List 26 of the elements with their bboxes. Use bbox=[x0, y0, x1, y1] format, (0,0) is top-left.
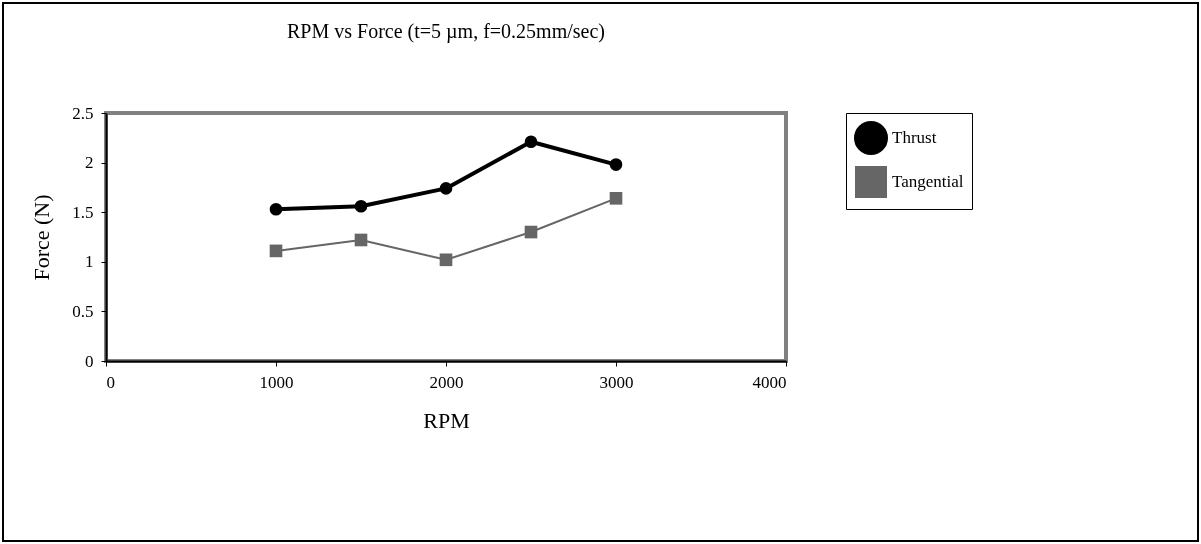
y-axis-title: Force (N) bbox=[29, 194, 55, 281]
x-tick-label: 0 bbox=[106, 372, 115, 392]
point bbox=[609, 191, 623, 205]
chart-title: RPM vs Force (t=5 µm, f=0.25mm/sec) bbox=[287, 20, 605, 43]
point bbox=[524, 225, 538, 239]
point bbox=[354, 199, 368, 213]
y-tick-label: 1.5 bbox=[72, 202, 94, 222]
y-tick-label: 1 bbox=[85, 252, 94, 272]
x-tick-label: 1000 bbox=[259, 372, 294, 392]
x-tick-label: 4000 bbox=[752, 372, 787, 392]
x-tick-label: 2000 bbox=[429, 372, 464, 392]
legend-label: Thrust bbox=[892, 128, 937, 147]
x-tick-label: 3000 bbox=[599, 372, 634, 392]
y-tick-label: 0 bbox=[85, 351, 94, 371]
point bbox=[439, 253, 453, 267]
point bbox=[269, 244, 283, 258]
y-tick-label: 0.5 bbox=[72, 301, 94, 321]
y-tick-label: 2 bbox=[85, 153, 94, 173]
point bbox=[524, 135, 538, 149]
point bbox=[439, 182, 453, 195]
point bbox=[269, 202, 283, 216]
point bbox=[354, 233, 368, 247]
y-tick-label: 2.5 bbox=[72, 103, 94, 123]
x-axis-title: RPM bbox=[423, 407, 470, 433]
point bbox=[609, 158, 623, 171]
legend-label: Tangential bbox=[892, 172, 964, 191]
